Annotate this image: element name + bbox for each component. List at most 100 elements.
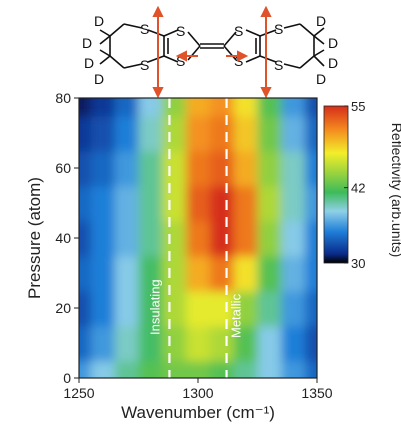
heatmap-cell xyxy=(257,98,283,117)
heatmap-cell xyxy=(138,220,164,257)
heatmap-cell xyxy=(138,255,164,292)
y-tick-label: 0 xyxy=(63,370,71,386)
atom-d: D xyxy=(94,13,104,29)
atom-s: S xyxy=(140,57,149,73)
y-axis: 0 20 40 60 80 xyxy=(55,90,79,386)
heatmap xyxy=(79,98,317,378)
heatmap-cell xyxy=(114,360,140,378)
atom-d: D xyxy=(316,13,326,29)
atom-s: S xyxy=(140,21,149,37)
y-axis-label: Pressure (atom) xyxy=(25,177,44,299)
heatmap-cell xyxy=(114,220,140,257)
heatmap-cell xyxy=(90,220,116,257)
heatmap-cell xyxy=(209,185,235,222)
colorbar-tick-label: 42 xyxy=(351,181,365,196)
x-axis: 1250 1300 1350 xyxy=(63,378,333,401)
heatmap-cell xyxy=(257,185,283,222)
colorbar-label: Reflectivity (arb.units) xyxy=(389,123,401,258)
heatmap-cell xyxy=(79,360,92,378)
heatmap-cell xyxy=(90,115,116,152)
heatmap-cell xyxy=(186,220,211,257)
heatmap-cell xyxy=(233,220,259,257)
y-tick-label: 60 xyxy=(55,160,71,176)
heatmap-cell xyxy=(138,325,164,362)
heatmap-cell xyxy=(305,325,317,362)
heatmap-cell xyxy=(90,150,116,187)
atom-s: S xyxy=(176,53,185,69)
heatmap-cell xyxy=(233,185,259,222)
vibration-arrows xyxy=(152,5,272,99)
heatmap-cell xyxy=(186,360,211,378)
x-tick-label: 1350 xyxy=(301,385,332,401)
atom-d: D xyxy=(328,55,338,71)
heatmap-cell xyxy=(305,185,317,222)
dashed-lines xyxy=(168,98,228,378)
heatmap-cell xyxy=(257,115,283,152)
x-axis-label: Wavenumber (cm⁻¹) xyxy=(121,403,275,422)
colorbar: 30 42 55 Reflectivity (arb.units) xyxy=(323,99,401,271)
heatmap-cell xyxy=(79,255,92,292)
heatmap-cell xyxy=(162,185,188,222)
heatmap-cell xyxy=(281,220,307,257)
heatmap-cell xyxy=(138,98,164,117)
heatmap-cell xyxy=(114,150,140,187)
heatmap-cell xyxy=(114,325,140,362)
heatmap-cell xyxy=(281,325,307,362)
heatmap-cell xyxy=(186,290,211,327)
heatmap-cell xyxy=(233,255,259,292)
heatmap-cell xyxy=(186,98,211,117)
heatmap-cell xyxy=(233,98,259,117)
heatmap-cell xyxy=(114,290,140,327)
heatmap-cell xyxy=(257,150,283,187)
heatmap-cell xyxy=(281,98,307,117)
heatmap-cell xyxy=(90,255,116,292)
heatmap-cell xyxy=(305,360,317,378)
heatmap-cell xyxy=(90,185,116,222)
heatmap-cell xyxy=(186,255,211,292)
heatmap-cell xyxy=(233,325,259,362)
heatmap-cell xyxy=(162,220,188,257)
heatmap-cell xyxy=(209,98,235,117)
heatmap-cell xyxy=(233,290,259,327)
annotation-insulating: Insulating xyxy=(147,279,162,335)
heatmap-cell xyxy=(162,290,188,327)
heatmap-cell xyxy=(233,360,259,378)
heatmap-cell xyxy=(138,185,164,222)
x-tick-label: 1300 xyxy=(182,385,213,401)
colorbar-tick-label: 30 xyxy=(351,256,365,271)
heatmap-cell xyxy=(281,115,307,152)
colorbar-tick-label: 55 xyxy=(351,99,365,114)
heatmap-cell xyxy=(233,150,259,187)
heatmap-cell xyxy=(90,98,116,117)
heatmap-cell xyxy=(138,360,164,378)
y-tick-label: 20 xyxy=(55,300,71,316)
heatmap-cell xyxy=(305,290,317,327)
heatmap-cell xyxy=(233,115,259,152)
heatmap-cell xyxy=(209,220,235,257)
heatmap-cell xyxy=(305,220,317,257)
colorbar-ticks: 30 42 55 xyxy=(344,99,365,271)
heatmap-cell xyxy=(209,360,235,378)
heatmap-cell xyxy=(162,150,188,187)
heatmap-cell xyxy=(114,185,140,222)
molecule-bonds xyxy=(99,23,325,69)
heatmap-cell xyxy=(79,98,92,117)
heatmap-cell xyxy=(305,98,317,117)
heatmap-cell xyxy=(114,255,140,292)
heatmap-cell xyxy=(257,360,283,378)
heatmap-cell xyxy=(138,115,164,152)
heatmap-cell xyxy=(90,290,116,327)
molecule-structure: D D D D S S S S S S S S D D D D xyxy=(82,5,338,99)
heatmap-cell xyxy=(281,290,307,327)
y-tick-label: 40 xyxy=(55,230,71,246)
atom-d: D xyxy=(328,35,338,51)
heatmap-cell xyxy=(257,255,283,292)
heatmap-cells xyxy=(79,98,317,378)
heatmap-cell xyxy=(138,290,164,327)
heatmap-cell xyxy=(209,150,235,187)
heatmap-cell xyxy=(305,255,317,292)
heatmap-cell xyxy=(90,325,116,362)
heatmap-cell xyxy=(79,185,92,222)
atom-d: D xyxy=(94,71,104,87)
